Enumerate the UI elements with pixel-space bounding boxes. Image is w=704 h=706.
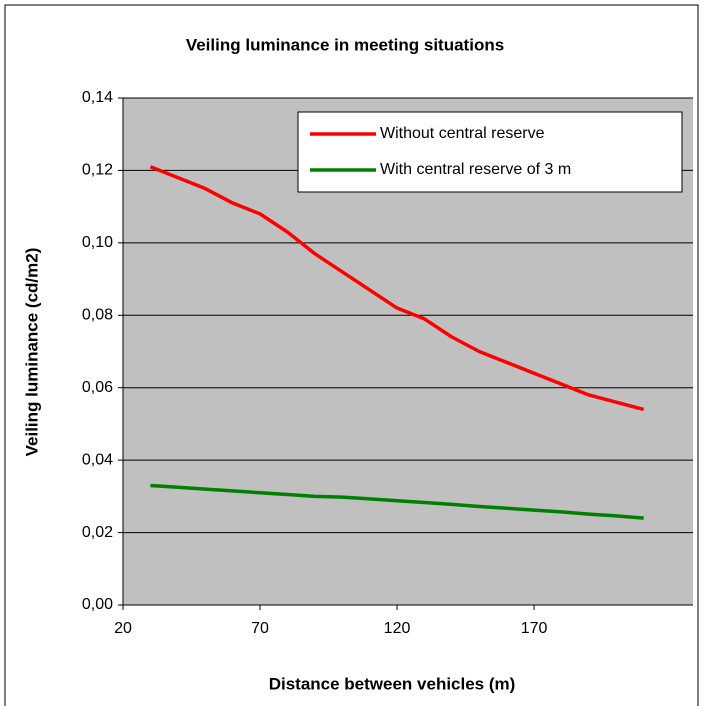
y-tick-label: 0,00 bbox=[82, 596, 113, 613]
y-tick-label: 0,12 bbox=[82, 162, 113, 179]
chart-title: Veiling luminance in meeting situations bbox=[186, 35, 504, 54]
x-tick-label: 70 bbox=[251, 620, 269, 637]
legend-box bbox=[297, 111, 683, 193]
legend-label: Without central reserve bbox=[380, 125, 545, 142]
series-line bbox=[149, 165, 645, 412]
y-tick-label: 0,04 bbox=[82, 451, 113, 468]
x-tick-label: 20 bbox=[114, 620, 132, 637]
x-tick-label: 170 bbox=[521, 620, 548, 637]
series-line bbox=[150, 483, 644, 520]
y-axis-label: Veiling luminance (cd/m2) bbox=[22, 248, 41, 457]
legend-label: With central reserve of 3 m bbox=[380, 161, 571, 178]
x-tick-label: 120 bbox=[384, 620, 411, 637]
y-tick-label: 0,14 bbox=[82, 89, 113, 106]
y-tick-label: 0,08 bbox=[82, 307, 113, 324]
y-tick-label: 0,10 bbox=[82, 234, 113, 251]
y-tick-label: 0,02 bbox=[82, 524, 113, 541]
x-axis-label: Distance between vehicles (m) bbox=[269, 674, 516, 693]
y-tick-label: 0,06 bbox=[82, 379, 113, 396]
